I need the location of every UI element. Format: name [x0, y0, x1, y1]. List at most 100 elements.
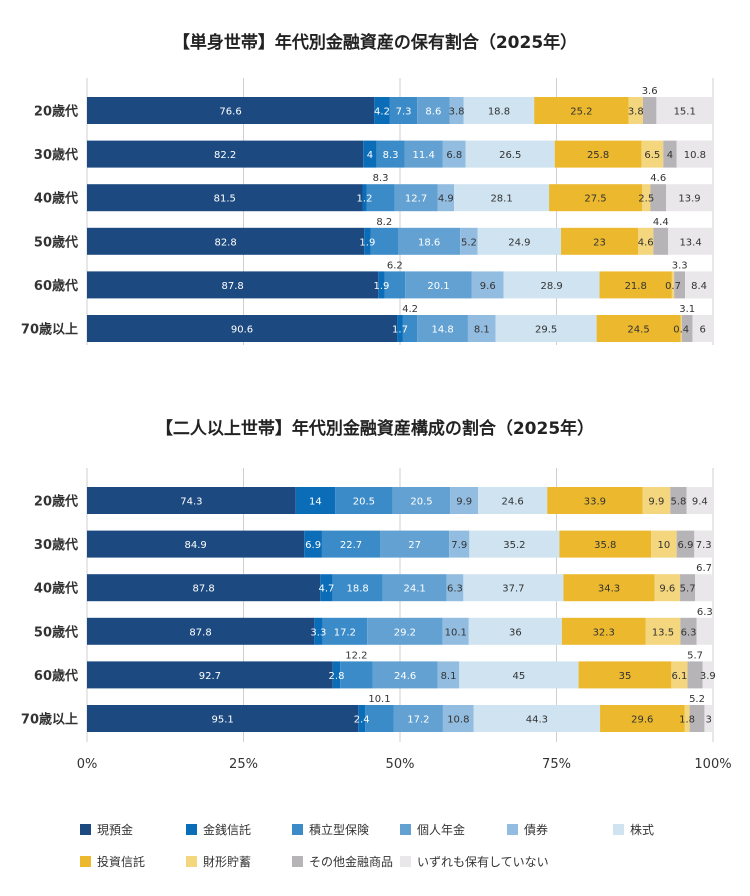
legend-item: 財形貯蓄 — [186, 854, 251, 869]
data-label: 5.7 — [680, 584, 696, 595]
data-label: 87.8 — [222, 281, 244, 292]
category-label: 60歳代 — [34, 668, 78, 684]
data-label: 27 — [408, 540, 421, 551]
bar-segment — [687, 661, 703, 689]
bar-segment — [437, 661, 460, 689]
bar-segment — [685, 271, 713, 299]
data-label: 7.9 — [451, 540, 467, 551]
bar-segment — [340, 661, 373, 689]
category-label: 30歳代 — [34, 537, 78, 553]
data-label: 28.1 — [490, 194, 512, 205]
bar-segment — [397, 227, 461, 255]
bar-segment — [314, 617, 323, 645]
data-label: 10.8 — [447, 715, 469, 726]
data-label: 44.3 — [526, 715, 548, 726]
bar-segment — [694, 530, 713, 558]
legend-item: 債券 — [507, 822, 548, 837]
bar-segment — [534, 97, 629, 124]
legend-item: 現預金 — [80, 822, 133, 837]
data-label: 4.9 — [438, 194, 454, 205]
bar-segment — [320, 574, 333, 602]
data-label: 20.1 — [427, 281, 449, 292]
legend-swatch — [400, 824, 411, 835]
bar-segment — [628, 97, 643, 124]
data-label: 18.6 — [418, 237, 440, 248]
data-label: 29.6 — [631, 715, 653, 726]
bar-segment — [87, 227, 365, 255]
data-label: 6.9 — [678, 540, 694, 551]
bar-segment — [402, 315, 418, 342]
bar-segment — [671, 271, 675, 299]
bar-segment — [495, 315, 597, 342]
legend-label: 個人年金 — [417, 822, 465, 837]
data-label: 6.5 — [644, 150, 660, 161]
category-label: 30歳代 — [34, 147, 78, 163]
data-label: 8.3 — [383, 150, 399, 161]
data-label: 26.5 — [499, 150, 521, 161]
bar-segment — [650, 184, 667, 212]
data-label: 1.9 — [373, 281, 389, 292]
data-label: 18.8 — [488, 107, 510, 118]
legend-label: いずれも保有していない — [417, 855, 549, 869]
legend-label: 株式 — [630, 822, 654, 837]
legend-label: 投資信託 — [97, 854, 145, 869]
data-label: 8.1 — [474, 325, 490, 336]
bar-segment — [670, 487, 687, 514]
legend-item: 個人年金 — [400, 822, 465, 837]
category-label: 20歳代 — [34, 494, 78, 510]
legend-swatch — [186, 856, 197, 867]
data-label: 35.8 — [594, 540, 616, 551]
data-label: 35.2 — [503, 540, 525, 551]
bar-segment — [442, 705, 474, 732]
bar-segment — [363, 140, 377, 168]
bar-segment — [442, 140, 466, 168]
data-label: 3.3 — [310, 627, 326, 638]
legend-item: 投資信託 — [80, 854, 145, 869]
x-tick-label: 25% — [229, 757, 258, 772]
data-label: 4.4 — [653, 217, 669, 228]
category-label: 70歳以上 — [21, 322, 78, 338]
data-label: 8.3 — [373, 173, 389, 184]
data-label: 22.7 — [340, 540, 362, 551]
legend-label: その他金融商品 — [309, 854, 393, 869]
data-label: 6.3 — [447, 584, 463, 595]
bar-segment — [382, 574, 447, 602]
bar-segment — [332, 574, 383, 602]
bar-segment — [463, 574, 564, 602]
legend-swatch — [292, 856, 303, 867]
category-label: 50歳代 — [34, 624, 78, 640]
data-label: 35 — [619, 671, 632, 682]
bar-segment — [696, 617, 713, 645]
bar-segment — [404, 140, 443, 168]
data-label: 33.9 — [584, 497, 606, 508]
bar-segment — [663, 140, 677, 168]
data-label: 2.8 — [329, 671, 345, 682]
bar-segment — [460, 227, 478, 255]
bar-segment — [680, 315, 682, 342]
legend-label: 金銭信託 — [203, 822, 251, 837]
data-label: 81.5 — [214, 194, 236, 205]
bar-segment — [680, 574, 696, 602]
bar-segment — [405, 271, 472, 299]
bar-segment — [87, 97, 375, 124]
data-label: 3.9 — [700, 671, 716, 682]
bar-segment — [87, 705, 359, 732]
data-label: 17.2 — [334, 627, 356, 638]
x-tick-label: 100% — [694, 757, 731, 772]
bar-segment — [563, 574, 655, 602]
x-tick-label: 75% — [542, 757, 571, 772]
bar-segment — [559, 530, 652, 558]
bar-segment — [366, 184, 395, 212]
bar-segment — [322, 617, 368, 645]
data-label: 6.7 — [696, 563, 712, 574]
bar-segment — [596, 315, 681, 342]
bar-segment — [642, 487, 671, 514]
data-label: 20.5 — [353, 497, 375, 508]
bar-segment — [358, 705, 366, 732]
bar-segment — [372, 661, 438, 689]
bar-segment — [87, 184, 363, 212]
bar-segment — [478, 487, 548, 514]
data-label: 9.6 — [659, 584, 675, 595]
